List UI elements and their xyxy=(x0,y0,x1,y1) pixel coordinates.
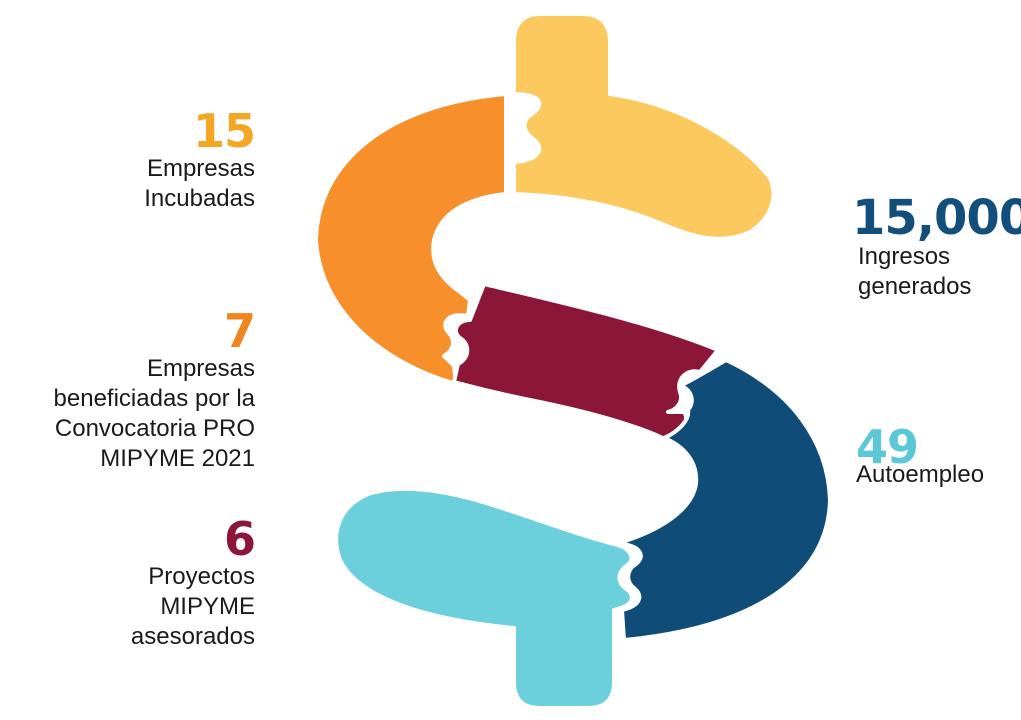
stat-number: 15 xyxy=(192,104,256,158)
stat-label-line: MIPYME xyxy=(160,593,255,620)
stat-label-line: Convocatoria PRO xyxy=(54,415,255,442)
puzzle-piece-navy xyxy=(620,358,832,642)
stat-empresas-beneficiadas: 7 Empresas beneficiadas por la Convocato… xyxy=(53,304,256,474)
stat-label-line: Incubadas xyxy=(144,185,255,212)
stat-number: 7 xyxy=(223,304,256,358)
stat-number: 15,000 xyxy=(852,190,1021,246)
stat-ingresos-generados: 15,000 Ingresos generados xyxy=(852,194,1021,302)
stat-label-line: MIPYME 2021 xyxy=(100,445,255,472)
puzzle-piece-yellow xyxy=(512,12,776,241)
stat-label-line: Proyectos xyxy=(148,563,255,590)
stat-label-line: Empresas xyxy=(146,355,255,382)
stat-label-line: asesorados xyxy=(130,623,255,650)
puzzle-piece-orange xyxy=(314,92,508,386)
puzzle-piece-cyan xyxy=(334,486,634,710)
stat-label-line: beneficiadas por la xyxy=(53,385,255,412)
puzzle-piece-maroon xyxy=(452,282,720,444)
stat-autoempleo: 49 Autoempleo xyxy=(856,424,984,490)
stat-label-line: Empresas xyxy=(146,155,255,182)
stat-proyectos-mipyme: 6 Proyectos MIPYME asesorados xyxy=(130,512,256,652)
stat-empresas-incubadas: 15 Empresas Incubadas xyxy=(144,104,256,214)
stat-number: 49 xyxy=(856,420,919,474)
stat-label-line: Ingresos xyxy=(858,243,951,270)
stat-label-line: Autoempleo xyxy=(856,461,985,488)
stat-number: 6 xyxy=(223,512,256,566)
stat-label-line: generados xyxy=(858,273,972,300)
